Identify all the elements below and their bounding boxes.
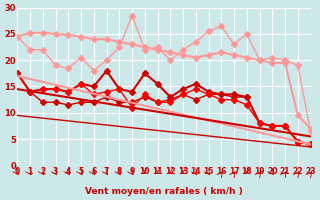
X-axis label: Vent moyen/en rafales ( km/h ): Vent moyen/en rafales ( km/h ) xyxy=(85,187,243,196)
